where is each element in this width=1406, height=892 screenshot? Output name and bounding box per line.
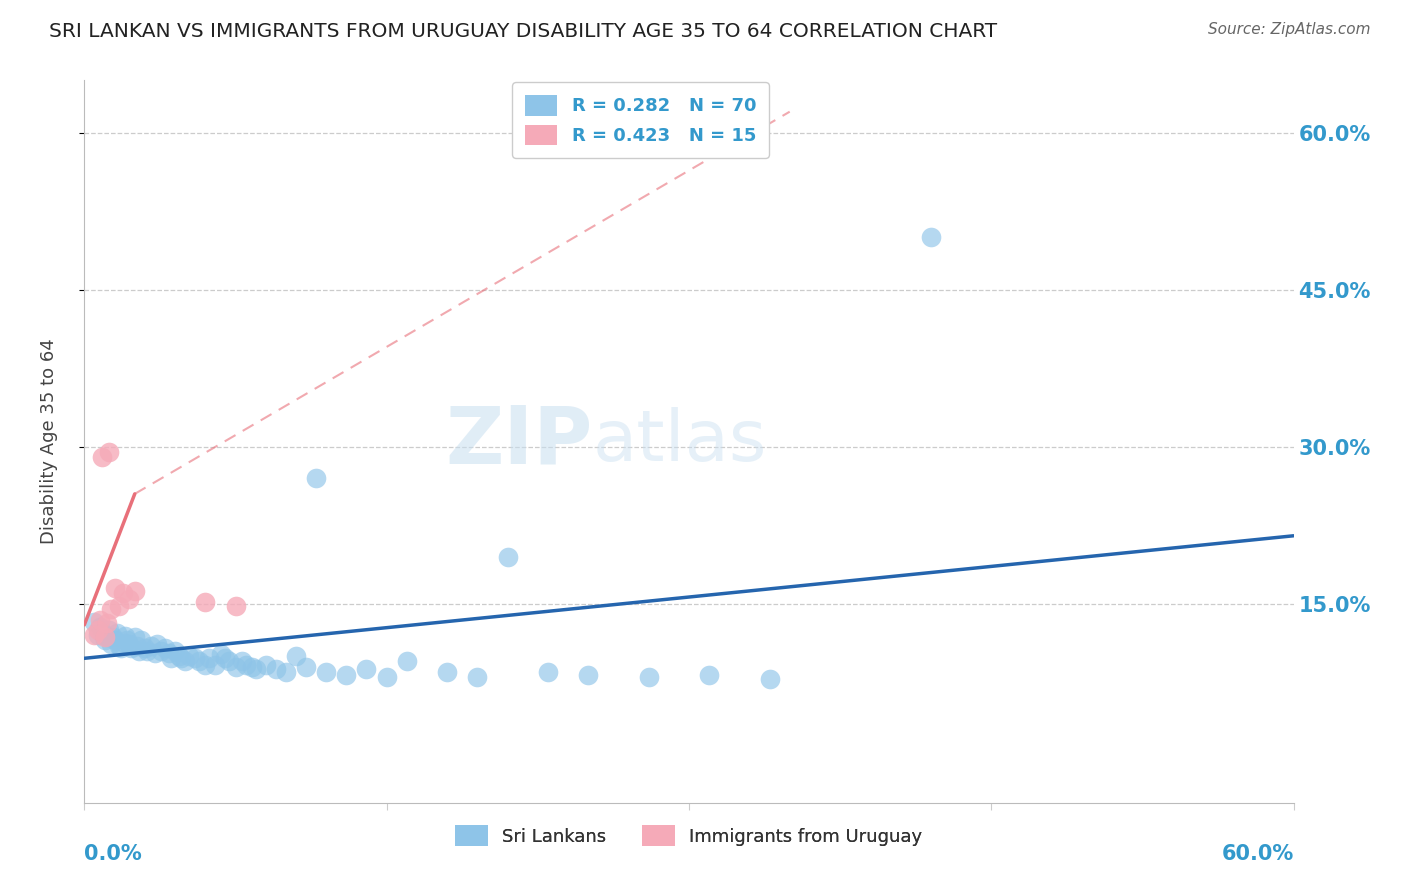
Text: 60.0%: 60.0%: [1222, 845, 1294, 864]
Point: [467, 670, 489, 684]
Point: [194, 657, 217, 672]
Point: [107, 639, 129, 653]
Point: [160, 651, 183, 665]
Text: SRI LANKAN VS IMMIGRANTS FROM URUGUAY DISABILITY AGE 35 TO 64 CORRELATION CHART: SRI LANKAN VS IMMIGRANTS FROM URUGUAY DI…: [49, 22, 997, 41]
Point: [134, 640, 156, 655]
Point: [124, 631, 146, 645]
Point: [105, 626, 128, 640]
Point: [128, 644, 150, 658]
Point: [114, 635, 136, 649]
Point: [89, 620, 111, 634]
Point: [107, 599, 129, 613]
Point: [264, 662, 287, 676]
Point: [83, 615, 105, 629]
Point: [118, 591, 141, 606]
Point: [496, 549, 519, 564]
Point: [225, 659, 247, 673]
Point: [285, 649, 308, 664]
Point: [218, 655, 240, 669]
Point: [91, 450, 114, 465]
Point: [97, 445, 120, 459]
Point: [165, 644, 187, 658]
Point: [254, 657, 277, 672]
Point: [89, 613, 111, 627]
Point: [305, 471, 328, 485]
Point: [83, 628, 105, 642]
Point: [146, 637, 169, 651]
Point: [96, 615, 118, 630]
Point: [100, 637, 122, 651]
Point: [231, 655, 253, 669]
Point: [295, 659, 318, 673]
Point: [235, 657, 257, 672]
Point: [87, 628, 110, 642]
Point: [315, 665, 337, 679]
Point: [436, 665, 458, 679]
Point: [758, 672, 780, 686]
Point: [104, 633, 127, 648]
Point: [114, 629, 136, 643]
Point: [96, 631, 118, 645]
Point: [170, 651, 193, 665]
Point: [537, 665, 560, 679]
Point: [375, 670, 398, 684]
Point: [174, 655, 197, 669]
Point: [93, 631, 115, 645]
Point: [576, 668, 599, 682]
Point: [149, 644, 172, 658]
Point: [93, 628, 115, 642]
Text: Source: ZipAtlas.com: Source: ZipAtlas.com: [1208, 22, 1371, 37]
Point: [209, 647, 232, 661]
Point: [135, 644, 157, 658]
Point: [204, 657, 226, 672]
Point: [153, 640, 176, 655]
Point: [157, 646, 180, 660]
Text: 0.0%: 0.0%: [84, 845, 142, 864]
Point: [356, 662, 378, 676]
Point: [214, 651, 236, 665]
Point: [93, 633, 115, 648]
Point: [104, 581, 127, 595]
Point: [125, 639, 148, 653]
Point: [194, 595, 217, 609]
Point: [87, 623, 110, 637]
Point: [91, 626, 114, 640]
Point: [637, 670, 659, 684]
Text: atlas: atlas: [592, 407, 766, 476]
Point: [184, 651, 207, 665]
Point: [245, 662, 267, 676]
Point: [167, 649, 190, 664]
Point: [240, 659, 263, 673]
Point: [188, 655, 211, 669]
Point: [225, 599, 247, 613]
Point: [118, 637, 141, 651]
Point: [111, 586, 134, 600]
Y-axis label: Disability Age 35 to 64: Disability Age 35 to 64: [39, 339, 58, 544]
Point: [101, 631, 124, 645]
Point: [920, 230, 942, 244]
Point: [697, 668, 720, 682]
Point: [198, 651, 221, 665]
Point: [124, 584, 146, 599]
Point: [100, 602, 122, 616]
Point: [395, 655, 418, 669]
Point: [335, 668, 357, 682]
Point: [97, 623, 120, 637]
Point: [120, 640, 142, 655]
Text: ZIP: ZIP: [444, 402, 592, 481]
Point: [143, 646, 166, 660]
Point: [179, 649, 201, 664]
Legend: Sri Lankans, Immigrants from Uruguay: Sri Lankans, Immigrants from Uruguay: [446, 816, 932, 855]
Point: [139, 639, 162, 653]
Point: [129, 633, 152, 648]
Point: [115, 633, 138, 648]
Point: [110, 640, 132, 655]
Point: [274, 665, 297, 679]
